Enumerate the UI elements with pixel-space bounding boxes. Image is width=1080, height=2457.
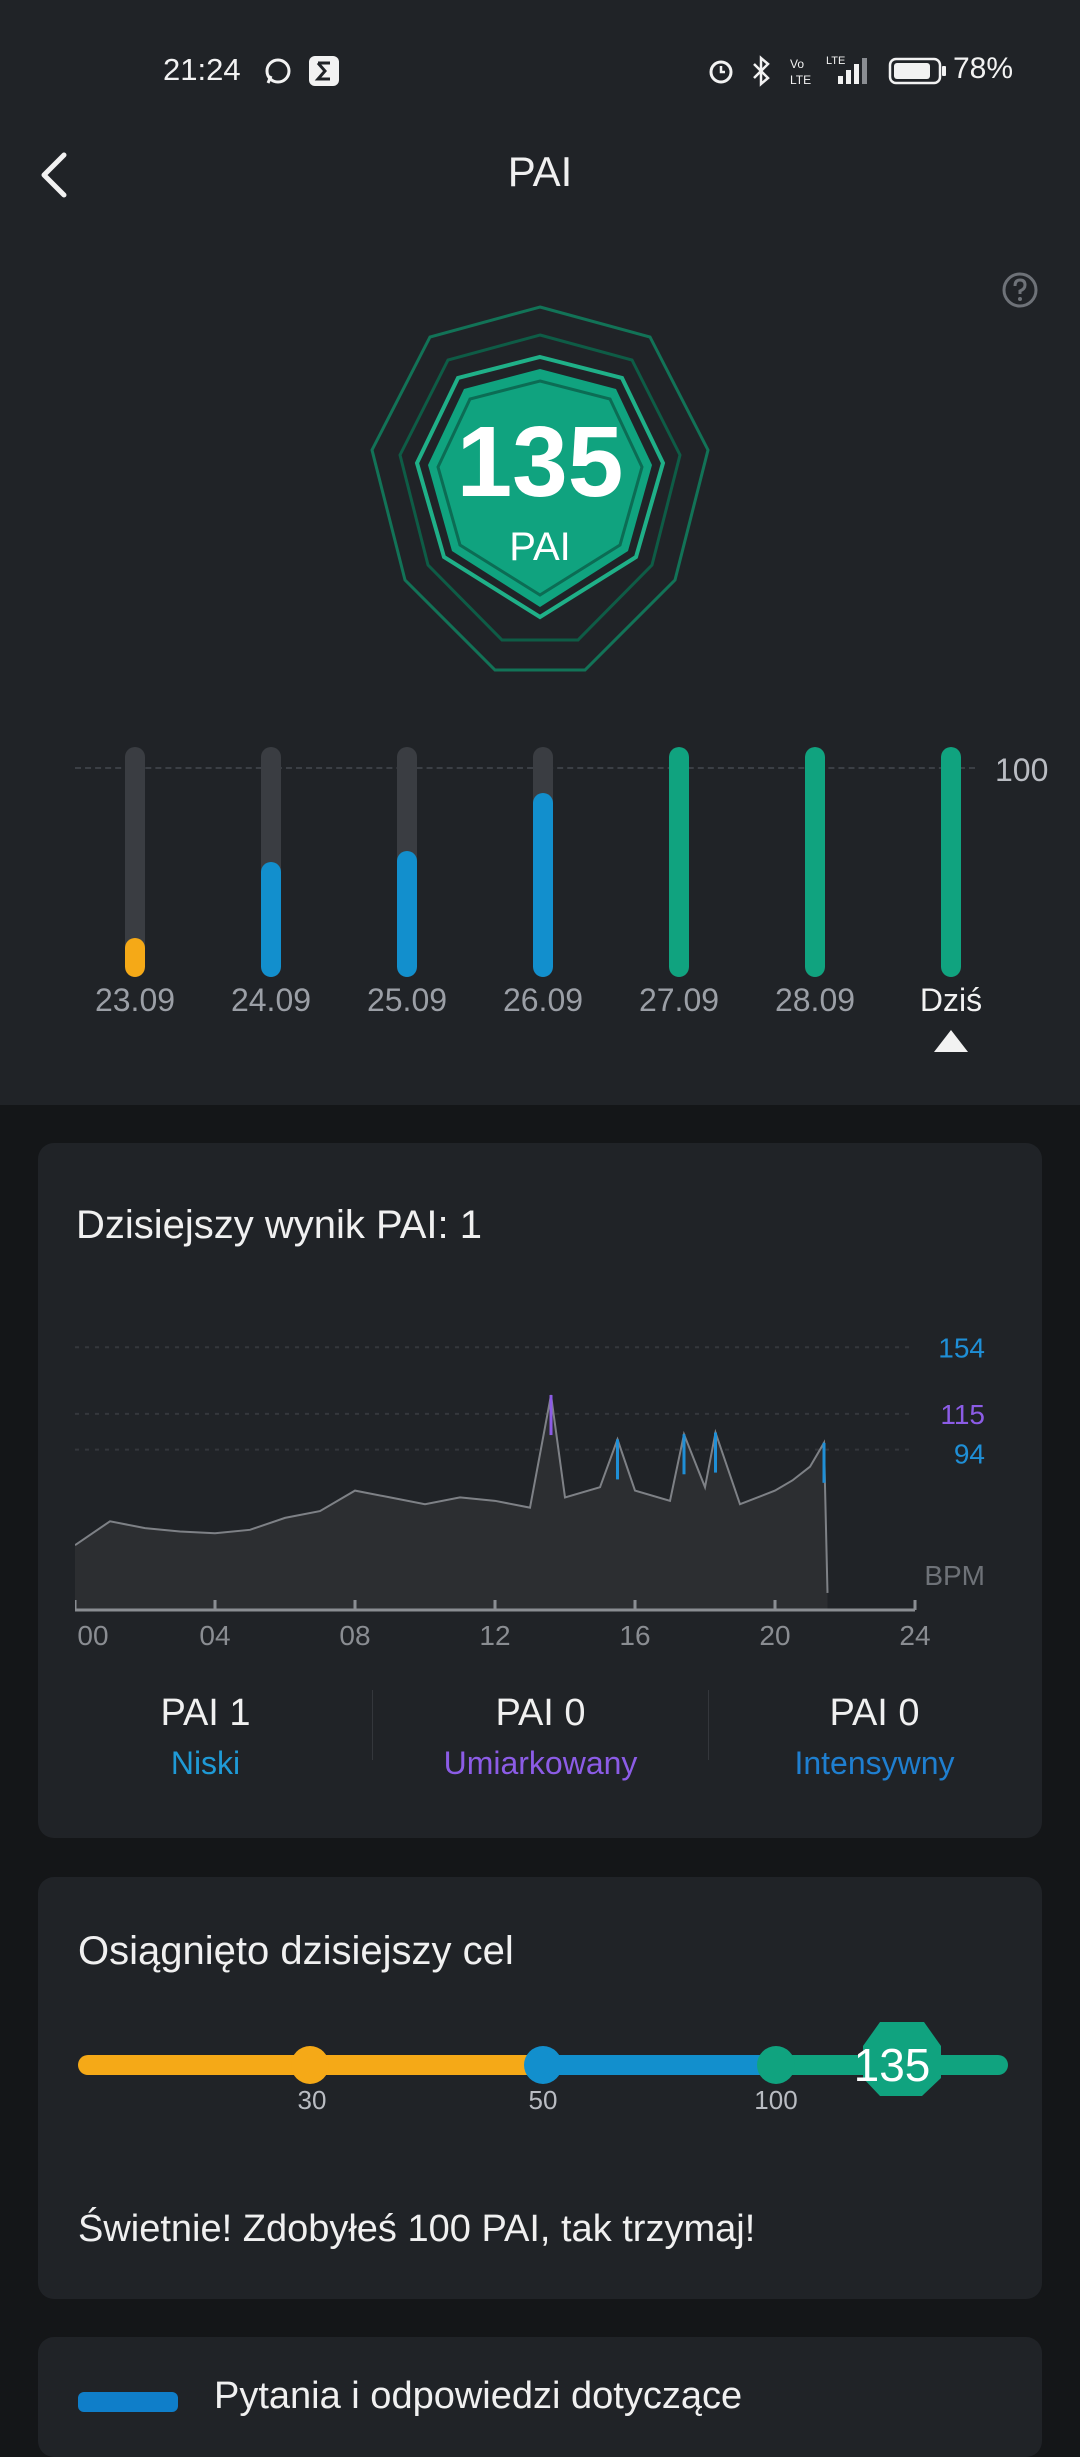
week-bar-label: 26.09	[502, 982, 584, 1018]
chart-y-label: 115	[940, 1399, 985, 1430]
today-card-title: Dzisiejszy wynik PAI: 1	[76, 1203, 483, 1247]
battery-icon	[888, 57, 946, 85]
whatsapp-icon	[265, 58, 291, 84]
week-bar-fill	[669, 747, 689, 977]
goal-node-100	[757, 2046, 795, 2084]
goal-node-30	[291, 2046, 329, 2084]
goal-current-badge	[863, 2022, 941, 2096]
chart-x-tick-label: 24	[899, 1620, 930, 1651]
stat-low-label: Niski	[170, 1745, 241, 1781]
stat-moderate-value: PAI 0	[495, 1692, 586, 1734]
chart-y-label: 154	[938, 1332, 985, 1363]
reference-label: 100	[995, 752, 1049, 788]
bluetooth-icon	[753, 55, 770, 87]
pai-score-value: 135	[456, 406, 624, 518]
chart-x-tick-label: 16	[619, 1620, 650, 1651]
week-bar-3[interactable]	[533, 747, 553, 977]
stat-moderate-label: Umiarkowany	[443, 1745, 638, 1781]
goal-tick-30: 30	[297, 2085, 327, 2115]
back-button[interactable]	[30, 145, 80, 205]
question-circle-icon[interactable]	[1000, 270, 1040, 310]
today-marker-icon	[934, 1030, 968, 1052]
chart-area	[75, 1395, 828, 1610]
chart-unit-label: BPM	[924, 1560, 985, 1591]
week-bar-label: 28.09	[774, 982, 856, 1018]
week-bar-fill	[805, 747, 825, 977]
week-bar-2[interactable]	[397, 747, 417, 977]
goal-card-title: Osiągnięto dzisiejszy cel	[78, 1929, 514, 1973]
faq-icon	[78, 2392, 178, 2412]
sigma-app-icon	[309, 56, 339, 86]
faq-card-title[interactable]: Pytania i odpowiedzi dotyczące	[214, 2375, 743, 2417]
week-bar-1[interactable]	[261, 747, 281, 977]
goal-tick-50: 50	[528, 2085, 558, 2115]
lte-signal-icon: LTE	[826, 55, 867, 84]
reference-line	[75, 767, 975, 769]
week-bar-fill	[397, 850, 417, 977]
goal-message: Świetnie! Zdobyłeś 100 PAI, tak trzymaj!	[78, 2208, 756, 2250]
heart-rate-chart: 00 04 08 12 16 20 24 154 115 94 BPM	[75, 1332, 985, 1651]
stat-intense-label: Intensywny	[794, 1745, 955, 1781]
week-bar-5[interactable]	[805, 747, 825, 977]
stat-intense-value: PAI 0	[829, 1692, 920, 1734]
svg-text:Vo: Vo	[790, 57, 804, 71]
chart-x-tick-label: 00	[77, 1620, 108, 1651]
volte-icon: Vo LTE	[790, 57, 811, 87]
goal-progress-bar	[78, 2022, 1008, 2096]
chart-x-tick-label: 12	[479, 1620, 510, 1651]
week-bar-fill	[261, 862, 281, 977]
chart-x-tick-label: 08	[339, 1620, 370, 1651]
goal-tick-100: 100	[754, 2085, 798, 2115]
svg-text:LTE: LTE	[790, 73, 811, 87]
status-time: 21:24	[163, 52, 241, 87]
pai-score-hexagon	[370, 305, 710, 672]
stat-low: PAI 1 Niski	[38, 1692, 373, 1782]
stat-moderate: PAI 0 Umiarkowany	[373, 1692, 708, 1782]
alarm-icon	[709, 60, 733, 84]
stat-low-value: PAI 1	[160, 1692, 251, 1734]
stat-intense: PAI 0 Intensywny	[707, 1692, 1042, 1782]
week-bar-label: Dziś	[919, 982, 983, 1018]
chart-y-label: 94	[954, 1439, 985, 1470]
week-bar-label: 23.09	[94, 982, 176, 1018]
week-bar-label: 24.09	[230, 982, 312, 1018]
week-bar-label: 25.09	[366, 982, 448, 1018]
week-bar-label: 27.09	[638, 982, 720, 1018]
page-title: PAI	[507, 148, 573, 195]
week-bar-4[interactable]	[669, 747, 689, 977]
pai-score-unit: PAI	[509, 525, 571, 569]
goal-node-50	[524, 2046, 562, 2084]
stat-divider	[372, 1690, 373, 1760]
week-bar-fill	[941, 747, 961, 977]
stat-divider	[708, 1690, 709, 1760]
battery-percent: 78%	[953, 52, 1014, 85]
chart-line	[75, 1394, 829, 1593]
week-bar-fill	[533, 793, 553, 977]
week-bar-0[interactable]	[125, 747, 145, 977]
chart-x-tick-label: 04	[199, 1620, 230, 1651]
goal-current-value: 135	[853, 2039, 931, 2091]
status-bar: 21:24 Vo LTE LTE 78%	[0, 0, 1080, 140]
week-bar-6[interactable]	[941, 747, 961, 977]
week-bar-fill	[125, 937, 145, 977]
chart-x-tick-label: 20	[759, 1620, 790, 1651]
svg-text:LTE: LTE	[826, 55, 845, 67]
